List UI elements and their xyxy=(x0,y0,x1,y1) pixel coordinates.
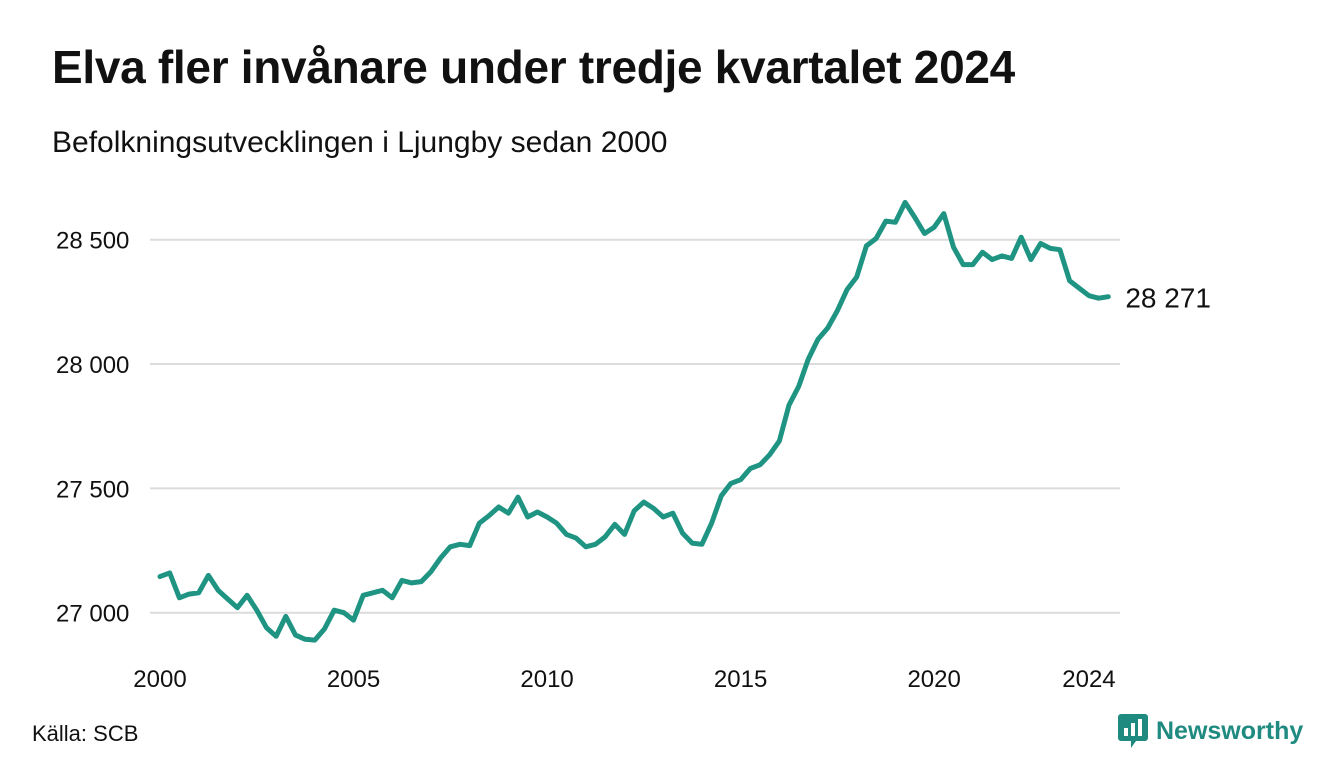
series-line xyxy=(157,199,1111,643)
x-axis-ticks: 2000 2005 2010 2015 2020 2024 xyxy=(133,666,1115,693)
newsworthy-logo-icon xyxy=(1118,714,1148,748)
y-tick-label: 28 500 xyxy=(56,228,129,255)
end-label-layer: 28 271 xyxy=(1125,283,1211,314)
source-note: Källa: SCB xyxy=(32,721,139,746)
gridlines xyxy=(150,238,1120,614)
x-tick-label: 2015 xyxy=(714,666,767,693)
brand-logo: Newsworthy xyxy=(1118,714,1303,748)
series-layer xyxy=(157,199,1111,643)
x-tick-label: 2000 xyxy=(133,666,186,693)
x-tick-label: 2024 xyxy=(1062,666,1115,693)
y-tick-label: 28 000 xyxy=(56,352,129,379)
y-tick-label: 27 000 xyxy=(56,601,129,628)
end-value-label: 28 271 xyxy=(1125,283,1211,314)
x-tick-label: 2010 xyxy=(520,666,573,693)
y-tick-label: 27 500 xyxy=(56,476,129,503)
chart-title: Elva fler invånare under tredje kvartale… xyxy=(52,41,1015,93)
chart-subtitle: Befolkningsutvecklingen i Ljungby sedan … xyxy=(52,126,668,159)
brand-name: Newsworthy xyxy=(1156,716,1304,745)
y-axis-ticks: 27 000 27 500 28 000 28 500 xyxy=(56,228,129,628)
x-tick-label: 2020 xyxy=(907,666,960,693)
x-tick-label: 2005 xyxy=(327,666,380,693)
